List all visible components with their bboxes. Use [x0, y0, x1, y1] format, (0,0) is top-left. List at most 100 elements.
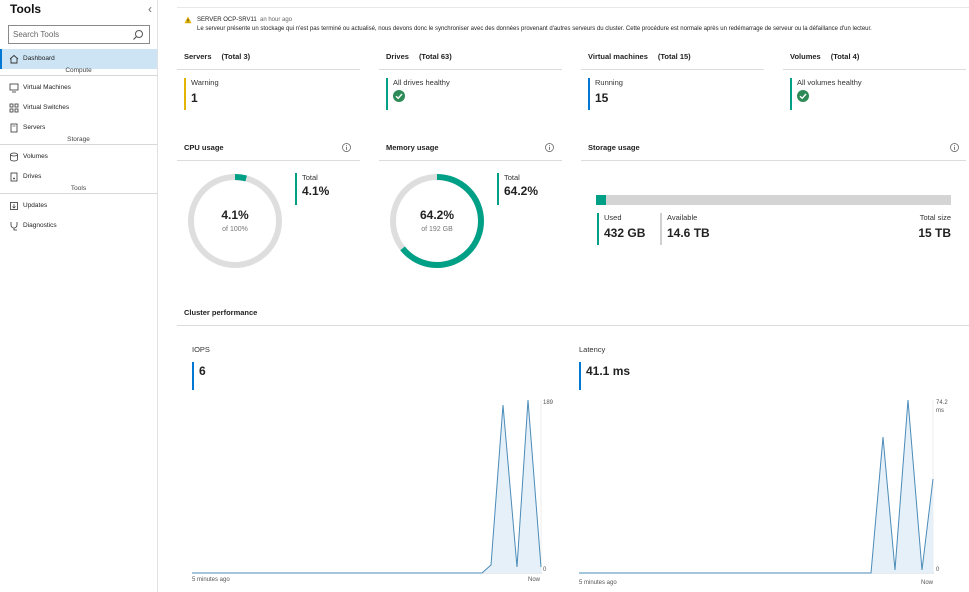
cpu-center: 4.1% of 100%: [195, 208, 275, 233]
sidebar-item-diagnostics[interactable]: Diagnostics: [0, 216, 157, 236]
section-storage: Storage: [0, 136, 157, 145]
divider: [177, 325, 969, 326]
latency-ymax: 74.2: [936, 400, 948, 406]
section-label: Tools: [70, 185, 87, 192]
volume-icon: [10, 152, 18, 162]
iops-ymin: 0: [543, 567, 547, 573]
storage-card-title: Storage usage: [588, 143, 640, 152]
cpu-total-stat: Total 4.1%: [295, 173, 329, 205]
memory-total-stat: Total 64.2%: [497, 173, 538, 205]
latency-x-start: 5 minutes ago: [579, 580, 617, 586]
sidebar-item-label: Virtual Machines: [23, 84, 71, 91]
cpu-usage-donut: [188, 174, 282, 268]
sidebar-item-label: Virtual Switches: [23, 104, 70, 111]
card-total: (Total 4): [830, 52, 860, 61]
divider: [177, 69, 360, 70]
search-icon[interactable]: [132, 29, 144, 41]
vms-card-title: Virtual machines (Total 15): [588, 52, 691, 61]
drive-icon: [10, 172, 18, 182]
check-circle-icon: [393, 90, 405, 102]
storage-usage-bar: [596, 195, 951, 205]
latency-area: [579, 400, 933, 573]
card-title-text: Drives: [386, 52, 409, 61]
latency-yunit: ms: [936, 408, 944, 414]
drives-status: All drives healthy: [393, 78, 450, 87]
memory-info-icon[interactable]: [545, 143, 554, 152]
section-tools: Tools: [0, 185, 157, 194]
storage-available-value: 14.6 TB: [667, 226, 710, 240]
sidebar-item-label: Diagnostics: [23, 222, 57, 229]
iops-x-start: 5 minutes ago: [192, 577, 230, 583]
home-icon: [9, 54, 19, 64]
cpu-total-label: Total: [302, 173, 318, 182]
section-label: Compute: [65, 67, 92, 74]
card-total: (Total 63): [418, 52, 452, 61]
notification-server: SERVER OCP-SRV11: [197, 17, 257, 23]
memory-total-value: 64.2%: [504, 184, 539, 198]
cpu-card-title: CPU usage: [184, 143, 224, 152]
cpu-percent: 4.1%: [221, 208, 249, 222]
iops-chart: [192, 399, 542, 574]
check-circle-icon: [797, 90, 809, 102]
divider: [783, 69, 966, 70]
divider: [581, 69, 764, 70]
notification-time: an hour ago: [260, 17, 293, 23]
sidebar-item-label: Dashboard: [23, 55, 55, 62]
volumes-stat[interactable]: All volumes healthy: [790, 78, 862, 110]
search-tools-input[interactable]: [13, 28, 131, 41]
section-label: Storage: [67, 136, 90, 143]
sidebar-item-label: Servers: [23, 124, 46, 131]
drives-stat[interactable]: All drives healthy: [386, 78, 450, 110]
sidebar-item-drives[interactable]: Drives: [0, 167, 157, 187]
storage-available-stat: Available 14.6 TB: [660, 213, 710, 245]
sidebar-item-label: Drives: [23, 173, 42, 180]
divider: [379, 69, 562, 70]
storage-used-stat: Used 432 GB: [597, 213, 645, 245]
diagnostics-icon: [10, 222, 18, 231]
latency-chart: [579, 399, 934, 574]
servers-count: 1: [191, 91, 198, 105]
vms-count: 15: [595, 91, 609, 105]
card-title-text: Volumes: [790, 52, 821, 61]
latency-ymin: 0: [936, 567, 940, 573]
latency-value: 41.1 ms: [579, 362, 630, 390]
servers-stat[interactable]: Warning 1: [184, 78, 219, 110]
memory-center: 64.2% of 192 GB: [397, 208, 477, 233]
card-title-text: Servers: [184, 52, 212, 61]
notification-banner[interactable]: SERVER OCP-SRV11 an hour ago Le serveur …: [177, 10, 969, 36]
section-compute: Compute: [0, 67, 157, 76]
cluster-performance-title: Cluster performance: [184, 308, 258, 317]
cpu-info-icon[interactable]: [342, 143, 351, 152]
servers-card-title: Servers (Total 3): [184, 52, 250, 61]
iops-value: 6: [192, 362, 206, 390]
divider: [581, 160, 966, 161]
vms-stat[interactable]: Running 15: [588, 78, 623, 110]
tools-sidebar: Tools ‹ Dashboard Compute Virtual Machin…: [0, 0, 158, 592]
sidebar-item-virtual-switches[interactable]: Virtual Switches: [0, 98, 157, 118]
sidebar-item-servers[interactable]: Servers: [0, 118, 157, 138]
sidebar-item-volumes[interactable]: Volumes: [0, 147, 157, 167]
search-tools-box: [8, 25, 150, 44]
divider: [177, 160, 360, 161]
collapse-sidebar-icon[interactable]: ‹: [148, 2, 152, 16]
servers-status: Warning: [191, 78, 219, 87]
storage-used-value: 432 GB: [604, 226, 646, 240]
sidebar-item-updates[interactable]: Updates: [0, 196, 157, 216]
storage-available-label: Available: [667, 213, 698, 222]
card-total: (Total 3): [221, 52, 251, 61]
memory-percent: 64.2%: [419, 208, 455, 222]
storage-info-icon[interactable]: [950, 143, 959, 152]
sidebar-item-virtual-machines[interactable]: Virtual Machines: [0, 78, 157, 98]
storage-used-label: Used: [604, 213, 622, 222]
sidebar-title: Tools: [10, 2, 42, 16]
latency-line: [579, 399, 934, 574]
memory-card-title: Memory usage: [386, 143, 439, 152]
donut-value-arc: [188, 174, 282, 268]
sidebar-item-dashboard[interactable]: Dashboard: [0, 49, 157, 69]
warning-icon: [184, 16, 192, 24]
top-divider: [177, 7, 969, 8]
iops-line: [192, 399, 542, 574]
cpu-of: of 100%: [222, 226, 248, 233]
sidebar-header: Tools ‹: [10, 2, 152, 18]
memory-total-label: Total: [504, 173, 520, 182]
